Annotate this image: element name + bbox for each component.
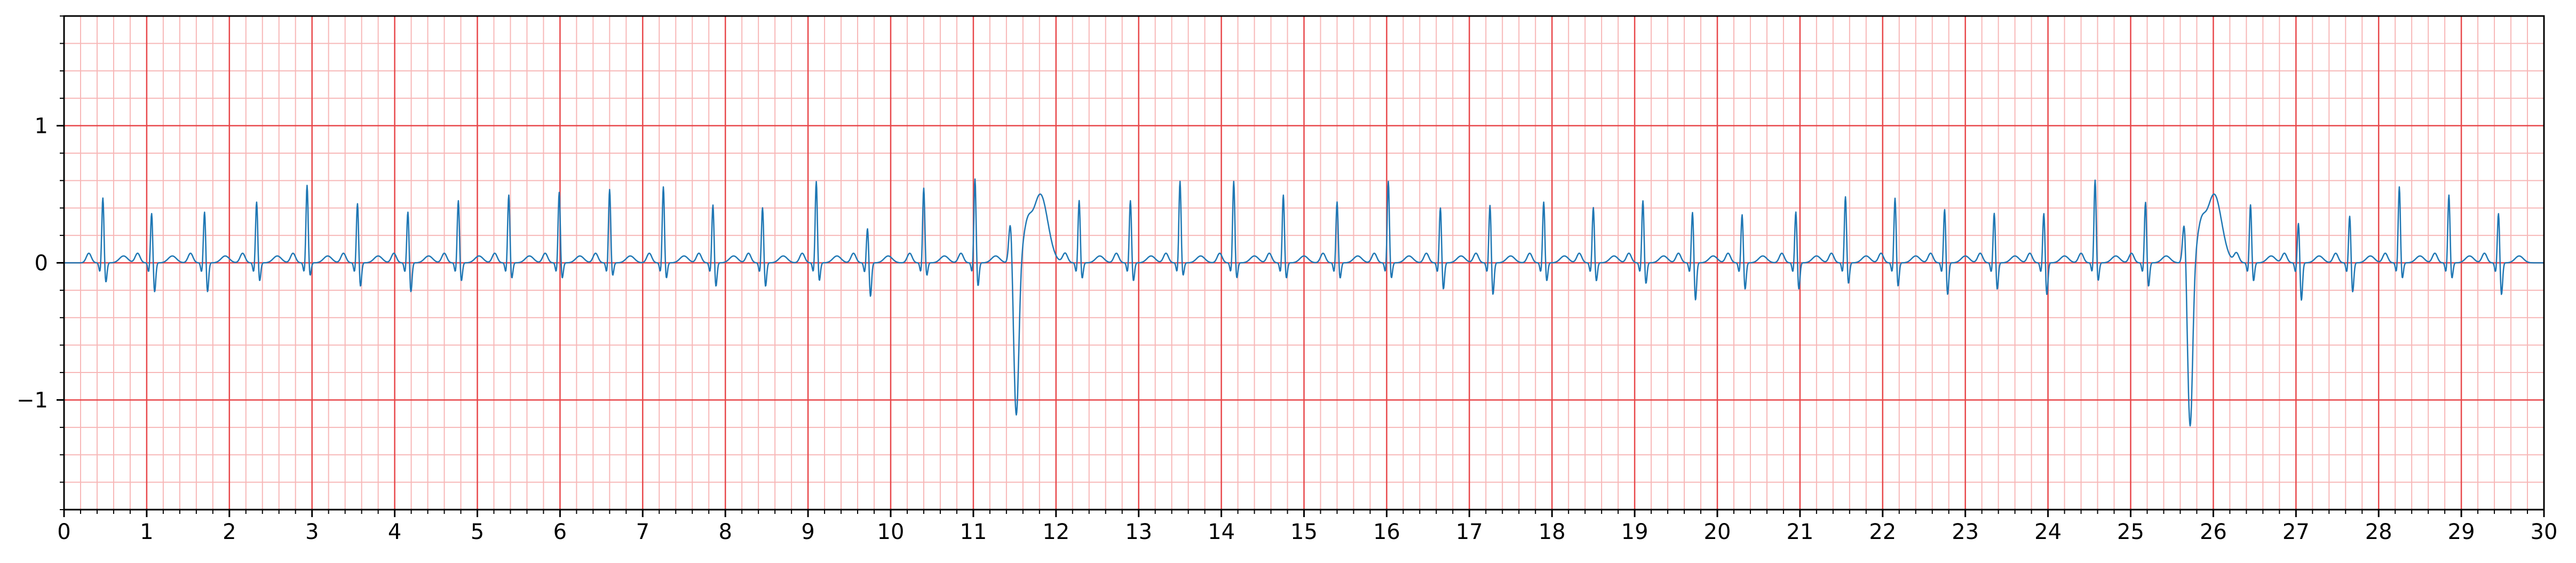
x-tick-label: 5 [471,520,484,544]
ecg-trace [64,178,2545,427]
x-tick-label: 9 [801,520,814,544]
x-tick-label: 18 [1539,520,1566,544]
y-tick-label: 0 [35,251,48,276]
y-tick-label: 1 [35,114,48,139]
y-axis-tick-labels: −1 0 1 [17,114,48,413]
x-tick-label: 14 [1208,520,1235,544]
x-tick-label: 26 [2200,520,2227,544]
x-tick-label: 6 [553,520,567,544]
x-axis-tick-labels: 0 1 2 3 4 5 6 7 8 9 10 11 12 13 14 15 16 17 18 19 20 21 22 23 24… [57,520,2557,544]
x-tick-label: 7 [636,520,649,544]
x-tick-label: 17 [1456,520,1483,544]
x-tick-label: 19 [1621,520,1648,544]
x-tick-label: 1 [140,520,153,544]
x-tick-label: 24 [2034,520,2062,544]
x-tick-label: 16 [1373,520,1400,544]
y-tick-label: −1 [17,388,48,413]
series-layer [64,178,2545,427]
x-tick-label: 30 [2531,520,2558,544]
x-tick-label: 0 [57,520,70,544]
x-tick-label: 12 [1042,520,1069,544]
x-tick-label: 28 [2365,520,2392,544]
x-tick-label: 4 [388,520,401,544]
x-tick-label: 23 [1952,520,1979,544]
x-tick-label: 22 [1869,520,1896,544]
x-tick-label: 25 [2117,520,2144,544]
x-tick-label: 29 [2448,520,2475,544]
x-tick-label: 10 [877,520,905,544]
x-tick-label: 27 [2282,520,2310,544]
x-tick-label: 21 [1786,520,1813,544]
x-tick-label: 20 [1704,520,1731,544]
x-tick-label: 13 [1125,520,1152,544]
x-tick-label: 11 [960,520,987,544]
x-tick-label: 15 [1290,520,1318,544]
x-tick-label: 2 [223,520,236,544]
x-tick-label: 3 [305,520,319,544]
x-tick-label: 8 [718,520,732,544]
axis-ticks [57,15,2545,517]
